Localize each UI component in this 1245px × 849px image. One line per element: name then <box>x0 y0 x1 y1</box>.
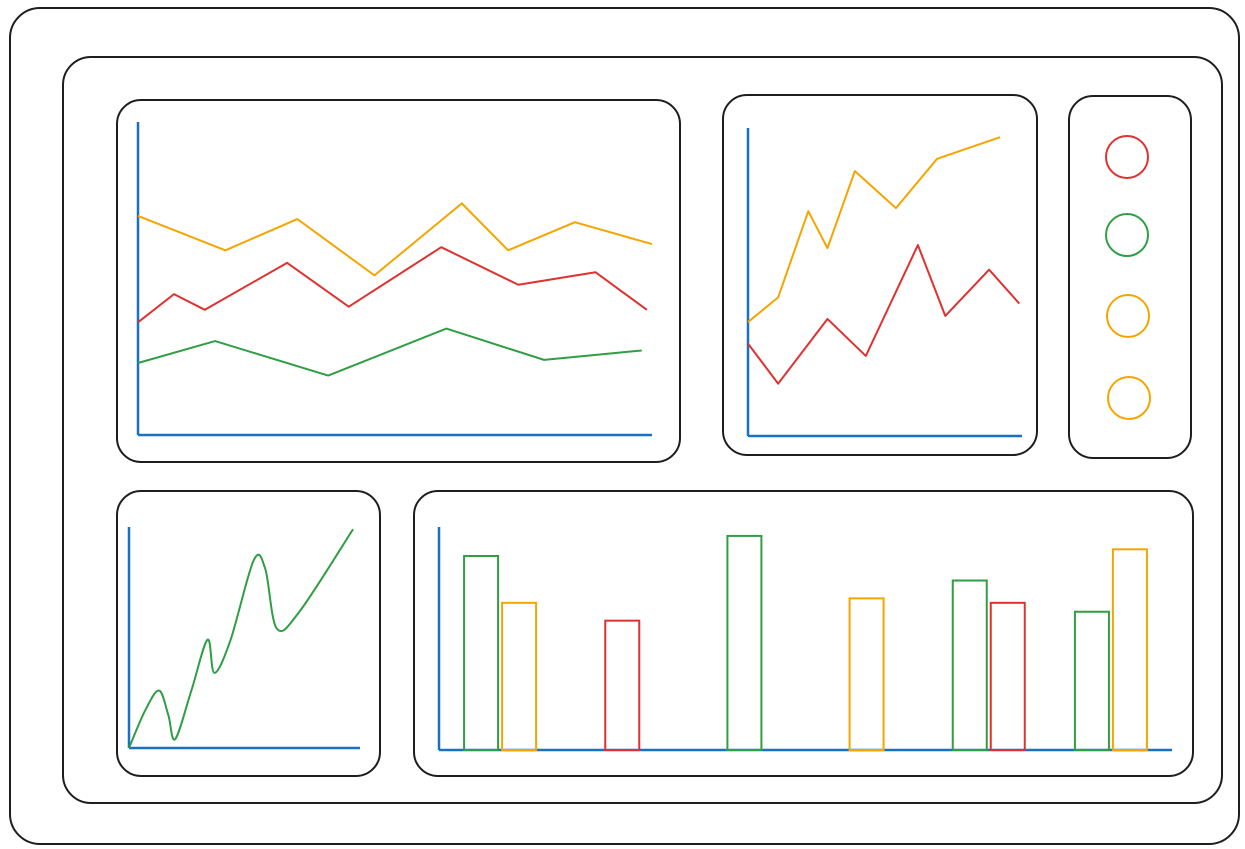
status-light <box>1105 135 1149 179</box>
status-panel <box>1068 95 1192 459</box>
series-line <box>137 246 648 324</box>
bar <box>501 601 538 751</box>
status-indicators <box>1105 135 1151 420</box>
series-line <box>747 136 1001 323</box>
status-light <box>1107 376 1151 420</box>
series-line <box>137 202 653 277</box>
screen-frame <box>62 56 1223 804</box>
status-light <box>1105 213 1149 257</box>
bar <box>1111 548 1148 751</box>
bar <box>848 597 885 751</box>
bar <box>989 601 1026 751</box>
series-line <box>128 528 354 749</box>
bar <box>726 534 763 751</box>
device-frame <box>9 7 1240 845</box>
panel <box>116 99 681 463</box>
bar <box>463 554 500 751</box>
series-line <box>747 244 1021 385</box>
bar <box>1073 610 1110 751</box>
panel <box>413 490 1194 777</box>
panel <box>116 490 381 777</box>
status-light <box>1106 294 1150 338</box>
series-line <box>137 327 642 377</box>
bar <box>951 579 988 752</box>
panel <box>722 94 1038 456</box>
bar <box>604 619 641 751</box>
